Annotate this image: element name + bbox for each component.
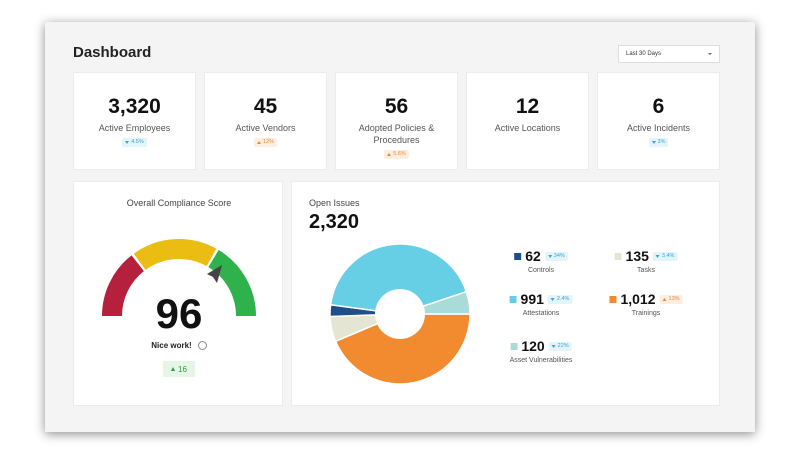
- legend-label: Tasks: [637, 267, 655, 274]
- legend-row: 62 34%: [514, 248, 568, 264]
- change-text: 12%: [262, 139, 274, 145]
- legend-label: Trainings: [631, 310, 661, 317]
- kpi-value: 45: [253, 95, 278, 118]
- change-badge: 2.4%: [547, 294, 573, 304]
- legend-value: 62: [525, 248, 541, 264]
- legend-swatch: [510, 342, 518, 350]
- compliance-message: Nice work!: [151, 341, 192, 350]
- change-badge: 3.4%: [652, 251, 678, 261]
- change-text: 16: [178, 364, 187, 374]
- open-issues-card: Open Issues 2,320 1,012 13% Trainings 135 3.4%…: [291, 181, 720, 406]
- legend-label: Asset Vulnerabilities: [509, 357, 573, 364]
- legend-row: 991 2.4%: [509, 291, 573, 307]
- compliance-score: 96: [155, 290, 203, 337]
- kpi-value: 12: [515, 95, 540, 118]
- kpi-card: 6 Active Incidents 3%: [597, 72, 720, 170]
- kpi-label: Adopted Policies & Procedures: [358, 123, 435, 145]
- change-arrow: [547, 254, 552, 258]
- gauge-segment: [102, 255, 145, 317]
- donut-chart: [329, 243, 471, 385]
- gauge-pointer: [207, 265, 222, 283]
- change-arrow: [551, 344, 556, 348]
- change-text: 22%: [557, 342, 569, 349]
- legend-swatch: [514, 252, 522, 260]
- change-arrow: [651, 141, 656, 144]
- legend-row: 120 22%: [510, 338, 572, 354]
- kpi-label: Active Vendors: [235, 123, 296, 133]
- legend-value: 1,012: [620, 291, 656, 307]
- legend-row: 1,012 13%: [609, 291, 683, 307]
- gauge: [102, 239, 256, 317]
- change-badge: 22%: [548, 341, 572, 351]
- change-text: 5.6%: [393, 151, 406, 157]
- compliance-change: 16: [163, 361, 195, 377]
- legend-swatch: [614, 252, 622, 260]
- legend-item: 991 2.4% Attestations: [509, 291, 573, 317]
- legend-row: 135 3.4%: [614, 248, 678, 264]
- legend-label: Attestations: [522, 310, 560, 317]
- kpi-label: Active Locations: [494, 123, 561, 133]
- change-badge: 3%: [648, 138, 669, 147]
- caret: [708, 53, 712, 55]
- open-issues-total: 2,320: [309, 211, 360, 233]
- page-title: Dashboard: [73, 44, 152, 61]
- kpi-value: 3,320: [108, 95, 161, 118]
- kpi-card: 45 Active Vendors 12%: [204, 72, 327, 170]
- legend-item: 135 3.4% Tasks: [614, 248, 678, 274]
- dropdown-text: Last 30 Days: [626, 51, 662, 57]
- change-text: 4.5%: [131, 139, 144, 145]
- legend-item: 1,012 13% Trainings: [609, 291, 683, 317]
- kpi-value: 6: [652, 95, 665, 118]
- change-badge: 34%: [544, 251, 568, 261]
- gauge-segment: [133, 239, 217, 271]
- info-icon: [197, 341, 207, 350]
- change-arrow: [387, 153, 392, 156]
- change-text: 3%: [657, 139, 666, 145]
- date-range-dropdown[interactable]: Last 30 Days: [618, 45, 720, 63]
- legend-swatch: [609, 295, 617, 303]
- kpi-value: 56: [384, 95, 409, 118]
- change-arrow: [655, 254, 660, 258]
- change-badge: 13%: [659, 294, 683, 304]
- change-arrow: [125, 141, 130, 144]
- change-arrow: [256, 141, 261, 144]
- change-arrow: [662, 297, 667, 301]
- legend-value: 991: [520, 291, 544, 307]
- donut-slice: [334, 313, 471, 385]
- gauge-segment: [208, 250, 256, 317]
- kpi-label: Active Employees: [98, 123, 171, 133]
- legend-swatch: [509, 295, 517, 303]
- change-badge: 5.6%: [384, 150, 409, 159]
- legend-label: Controls: [527, 267, 555, 274]
- compliance-title: Overall Compliance Score: [126, 198, 232, 208]
- donut-hole: [375, 289, 425, 339]
- legend-value: 120: [521, 338, 545, 354]
- change-text: 34%: [553, 252, 565, 259]
- kpi-label: Active Incidents: [626, 123, 691, 133]
- change-arrow: [171, 367, 176, 371]
- legend-value: 135: [625, 248, 649, 264]
- dashboard: Dashboard Last 30 Days 3,320 Active Emplo…: [45, 22, 755, 432]
- change-arrow: [550, 297, 555, 301]
- legend-item: 120 22% Asset Vulnerabilities: [510, 338, 573, 364]
- change-badge: 4.5%: [122, 138, 147, 147]
- change-badge: 12%: [253, 138, 277, 147]
- compliance-message-row: Nice work!: [74, 341, 284, 350]
- compliance-card: Overall Compliance Score 96 Nice work! 16: [73, 181, 283, 406]
- legend-item: 62 34% Controls: [514, 248, 568, 274]
- kpi-card: 3,320 Active Employees 4.5%: [73, 72, 196, 170]
- kpi-card: 12 Active Locations: [466, 72, 589, 170]
- change-text: 13%: [668, 295, 680, 302]
- change-text: 2.4%: [556, 295, 570, 302]
- donut-slice: [329, 243, 468, 315]
- change-text: 3.4%: [661, 252, 675, 259]
- kpi-card: 56 Adopted Policies & Procedures 5.6%: [335, 72, 458, 170]
- open-issues-title: Open Issues: [309, 198, 360, 208]
